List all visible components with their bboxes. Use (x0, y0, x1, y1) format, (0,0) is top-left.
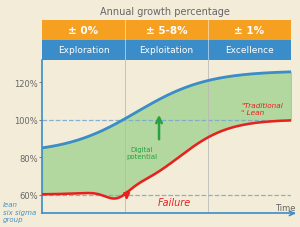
Text: Digital
potential: Digital potential (126, 146, 157, 160)
Text: Excellence: Excellence (225, 46, 274, 55)
Text: lean
six sigma
group: lean six sigma group (3, 202, 36, 222)
Text: Failure: Failure (157, 197, 190, 207)
Text: ± 0%: ± 0% (68, 25, 98, 35)
Text: Exploitation: Exploitation (140, 46, 194, 55)
Text: Exploration: Exploration (58, 46, 109, 55)
Text: Annual growth percentage: Annual growth percentage (100, 7, 230, 17)
Text: Time: Time (275, 203, 296, 212)
Text: ± 1%: ± 1% (235, 25, 265, 35)
Text: "Traditional
" Lean: "Traditional " Lean (241, 102, 283, 115)
Text: ± 5-8%: ± 5-8% (146, 25, 187, 35)
